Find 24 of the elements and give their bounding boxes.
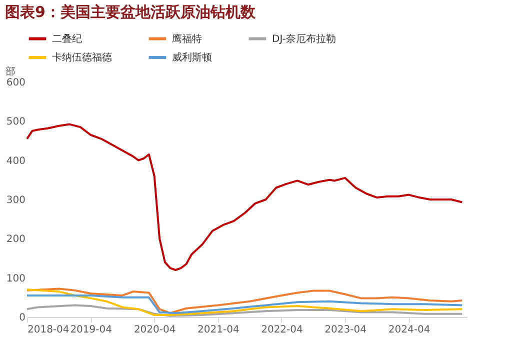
y-tick-label: 100 <box>6 273 26 284</box>
legend-label: 卡纳伍德福德 <box>52 52 112 64</box>
y-tick-label: 600 <box>6 78 26 88</box>
legend-label: 威利斯顿 <box>172 52 212 64</box>
y-tick-label: 400 <box>6 156 26 167</box>
chart-title: 图表9：美国主要盆地活跃原油钻机数 <box>5 3 256 21</box>
line-series <box>26 304 464 317</box>
x-tick-label: 2021-04 <box>198 324 240 336</box>
y-axis-title: 部 <box>6 66 16 78</box>
y-tick-label: 0 <box>19 312 26 324</box>
x-tick-label: 2022-04 <box>261 324 303 336</box>
x-tick-label: 2024-04 <box>388 324 430 336</box>
x-tick-label: 2018-04 <box>28 324 70 336</box>
line-series <box>26 123 464 271</box>
y-tick-label: 200 <box>6 234 26 246</box>
line-series <box>26 294 464 314</box>
legend-label: 二叠纪 <box>52 32 82 45</box>
legend-label: 鹰福特 <box>172 32 202 45</box>
y-tick-label: 500 <box>6 116 26 128</box>
legend-label: DJ-奈厄布拉勒 <box>272 32 336 45</box>
y-tick-label: 300 <box>6 195 26 206</box>
x-tick-label: 2020-04 <box>134 324 176 336</box>
x-tick-label: 2019-04 <box>70 324 112 336</box>
x-tick-label: 2023-04 <box>324 324 366 336</box>
